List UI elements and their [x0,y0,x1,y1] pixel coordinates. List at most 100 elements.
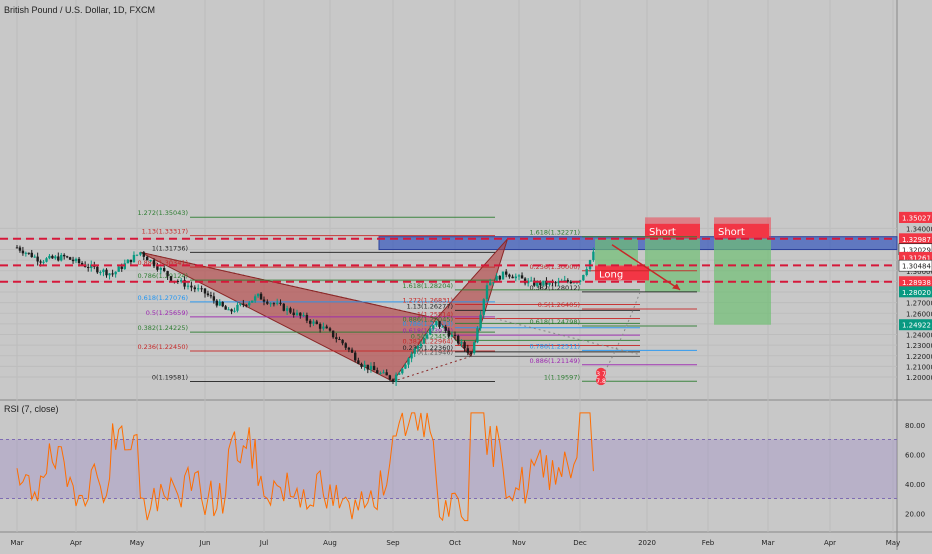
candles [15,245,595,386]
candle-body [42,261,45,263]
candle-body [385,372,388,376]
candle-body [382,372,385,374]
fib-mid-label: 1(1.25514) [417,310,453,318]
fib-left-label: 1.13(1.33317) [142,228,188,236]
candle-body [582,274,585,281]
candle-body [27,252,30,254]
candle-body [501,271,505,280]
long-target-zone [595,238,638,266]
candle-body [416,346,419,349]
candle-body [54,256,57,259]
candle-body [253,296,257,301]
fib-left-label: 0.786(1.29124) [137,272,188,280]
pattern-ac [392,355,472,382]
candle-body [495,275,498,283]
candle-body [398,373,401,375]
candle-body [435,321,438,326]
projection-arrow-head [672,283,680,290]
candle-body [51,255,54,259]
candle-body [514,276,517,279]
candle-body [132,254,136,263]
candle-body [200,288,203,290]
rsi-tick: 80.00 [905,422,925,430]
rsi-panel: 80.00 60.00 40.00 20.00 [0,412,925,522]
candle-body [526,280,530,284]
fib-mid-label: 1.272(1.26831) [402,296,453,304]
x-tick: Mar [10,539,23,547]
y-tick: 1.20000 [906,374,932,382]
x-tick: 2020 [638,539,656,547]
candle-body [498,275,501,280]
fib-mid-label: 0.786(1.24633) [402,320,453,328]
candle-body [441,326,444,328]
fib-mid-label: 0.886(1.25045) [402,315,453,323]
fib-right-label: 0.886(1.21149) [529,357,580,365]
candle-body [245,304,248,306]
position-label: Short [649,227,676,238]
price-badge-label: 1.30484 [902,263,931,271]
y-tick: 1.23000 [906,342,932,350]
candle-body [457,335,460,344]
candle-body [215,300,218,306]
candle-body [209,295,213,297]
x-tick: Mar [761,539,774,547]
time-axis[interactable]: Mar Apr May Jun Jul Aug Sep Oct Nov Dec 2020 Feb Mar… [10,539,900,547]
candle-body [391,379,395,382]
candle-body [256,293,260,297]
price-badge-label: 1.35027 [902,214,931,222]
candle-body [21,250,25,254]
fib-left-label: 0.618(1.27076) [137,294,188,302]
candle-body [120,266,123,269]
rsi-band [0,439,897,499]
candle-body [517,275,521,277]
fib-mid-label: 0.236(1.22360) [402,344,453,352]
candle-body [305,315,309,321]
candle-body [489,282,492,286]
price-badge [899,286,932,298]
price-badge [899,251,932,263]
candle-body [318,324,322,329]
candle-body [259,293,263,300]
price-axis[interactable]: 1.340001.330001.320001.310001.300001.290… [898,211,932,382]
candle-body [63,254,66,257]
candle-body [279,302,282,304]
y-tick: 1.27000 [906,300,932,308]
candle-body [322,326,325,329]
candle-body [425,334,429,339]
candle-body [77,258,81,263]
candle-body [142,252,145,257]
candle-body [450,334,454,337]
candle-body [331,330,335,338]
rsi-tick: 60.00 [905,451,925,459]
candle-body [485,285,489,300]
candle-body [413,348,416,354]
y-tick: 1.26000 [906,310,932,318]
candle-body [80,262,84,265]
candle-body [218,301,221,306]
candle-body [18,247,22,251]
candle-body [295,312,299,316]
candle-body [149,260,152,262]
candle-body [239,303,242,305]
candle-body [557,281,560,284]
candle-body [166,271,169,277]
position-label: Long [599,269,623,280]
y-tick: 1.34000 [906,225,932,233]
price-badge [899,233,932,245]
pattern-xb [140,251,437,319]
position-label-bg [595,266,649,281]
x-tick: Jun [199,539,211,547]
candle-body [230,309,233,312]
candle-body [592,251,595,261]
candle-body [548,281,551,285]
candle-body [126,259,130,264]
fib-right-label: 0.786(1.22511) [529,342,580,350]
candle-body [285,308,289,311]
candle-body [466,348,469,353]
candle-body [262,299,266,302]
candle-body [388,375,392,380]
candle-body [536,281,539,286]
chart-title: British Pound / U.S. Dollar, 1D, FXCM [4,5,156,15]
candle-body [539,281,542,286]
